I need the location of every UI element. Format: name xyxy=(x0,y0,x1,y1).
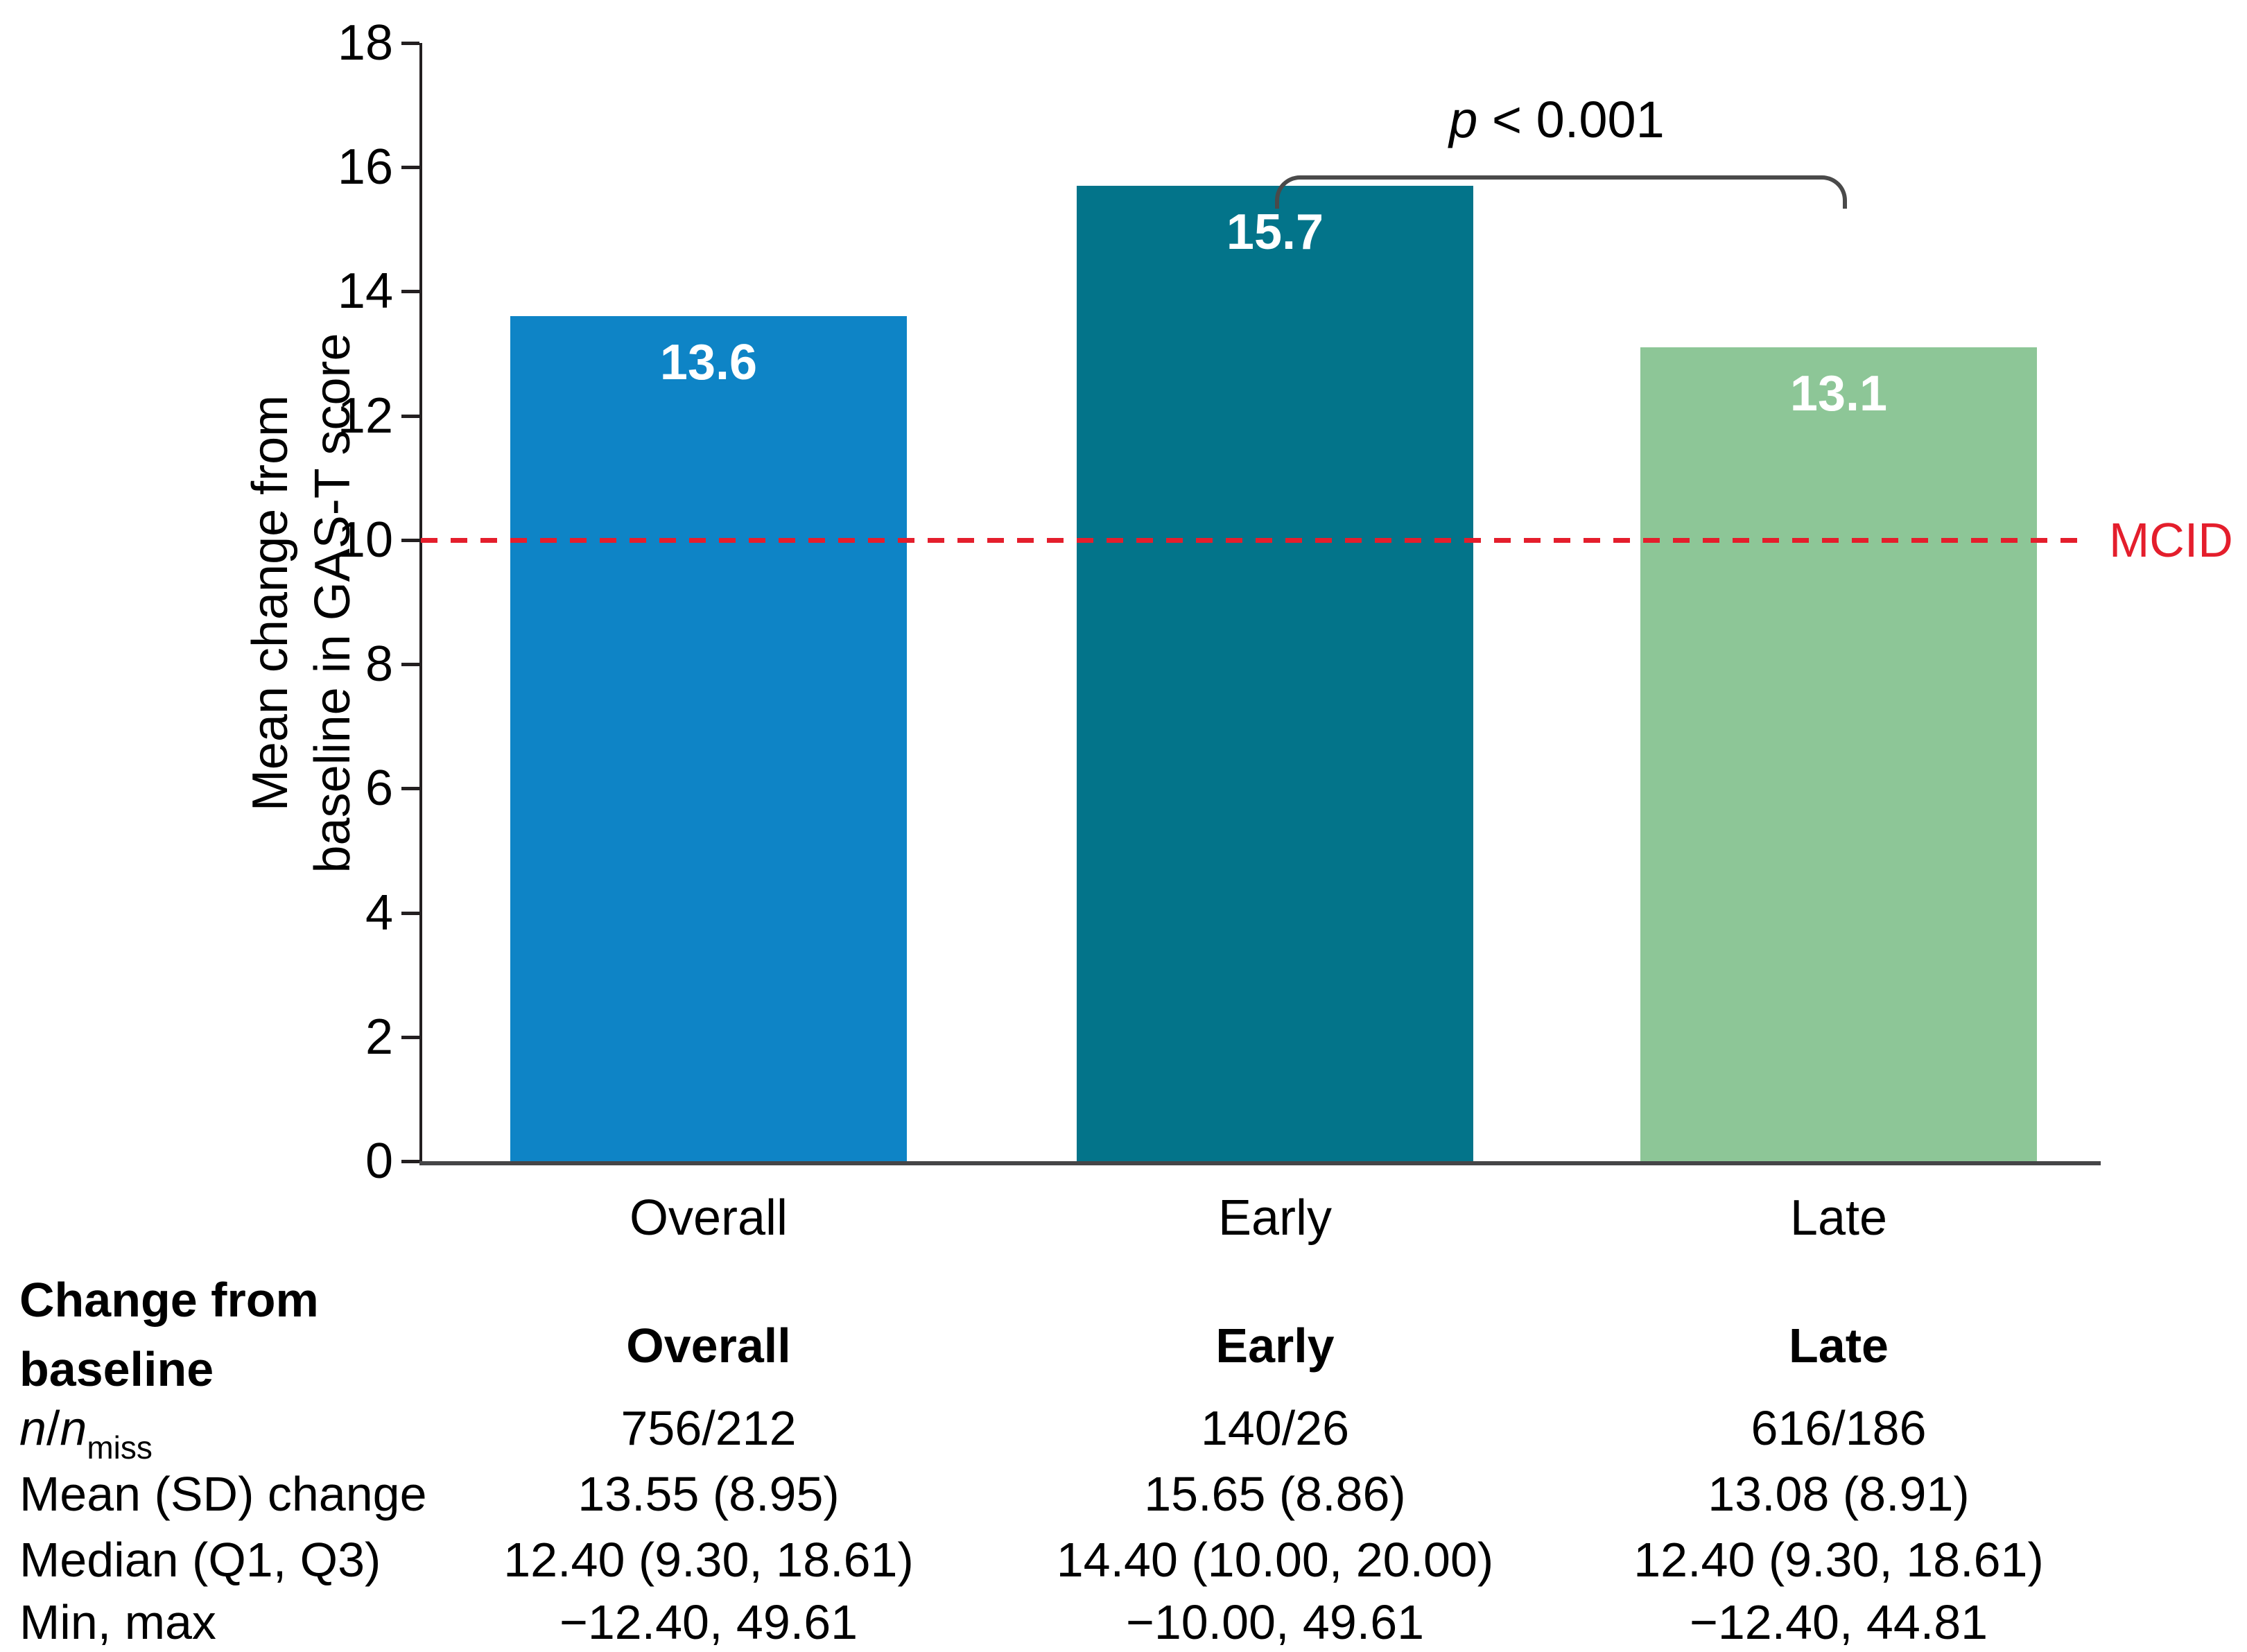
cell-median-early: 14.40 (10.00, 20.00) xyxy=(1056,1533,1494,1587)
cell-nmiss-late: 616/186 xyxy=(1751,1401,1927,1455)
slash: / xyxy=(46,1401,60,1455)
row-label-mean: Mean (SD) change xyxy=(19,1467,427,1521)
cell-nmiss-overall: 756/212 xyxy=(621,1401,797,1455)
y-tick xyxy=(401,414,419,418)
x-axis-label-early: Early xyxy=(1217,1190,1333,1246)
n-symbol: n xyxy=(19,1401,46,1455)
p-value-text: < 0.001 xyxy=(1477,91,1665,148)
column-header-late: Late xyxy=(1789,1319,1889,1373)
y-tick-label: 6 xyxy=(365,760,393,817)
bar-value-label: 13.1 xyxy=(1789,366,1888,422)
cell-median-late: 12.40 (9.30, 18.61) xyxy=(1633,1533,2044,1587)
y-tick xyxy=(401,538,419,542)
x-axis-label-late: Late xyxy=(1789,1190,1888,1246)
y-tick-label: 4 xyxy=(365,885,393,941)
y-tick-label: 10 xyxy=(337,512,393,568)
column-header-early: Early xyxy=(1215,1319,1335,1373)
bar-value-label: 13.6 xyxy=(659,335,758,391)
table-row-nmiss: n/nmiss 756/212 140/26 616/186 xyxy=(0,1397,2247,1463)
table-row-mean: Mean (SD) change 13.55 (8.95) 15.65 (8.8… xyxy=(0,1463,2247,1525)
table-row-header-line2: baseline xyxy=(19,1342,214,1396)
bar-late: 13.1 xyxy=(1640,347,2037,1161)
n-symbol: n xyxy=(60,1401,87,1455)
y-tick xyxy=(401,911,419,915)
cell-mean-early: 15.65 (8.86) xyxy=(1144,1467,1406,1521)
table-header-row-1: Change from xyxy=(0,1269,2247,1331)
y-tick-label: 16 xyxy=(337,139,393,195)
cell-median-overall: 12.40 (9.30, 18.61) xyxy=(503,1533,914,1587)
row-label-median: Median (Q1, Q3) xyxy=(19,1533,381,1587)
y-axis-line xyxy=(419,43,422,1164)
bar-value-label: 15.7 xyxy=(1226,205,1324,261)
y-tick-label: 0 xyxy=(365,1133,393,1189)
y-tick xyxy=(401,290,419,294)
y-tick xyxy=(401,787,419,791)
table-row-header-line1: Change from xyxy=(19,1273,319,1327)
table-row-median: Median (Q1, Q3) 12.40 (9.30, 18.61) 14.4… xyxy=(0,1529,2247,1591)
x-axis-label-overall: Overall xyxy=(629,1190,788,1246)
table-column-headers: Overall Early Late xyxy=(0,1314,2247,1377)
cell-nmiss-early: 140/26 xyxy=(1200,1401,1350,1455)
x-axis-line xyxy=(419,1161,2101,1165)
significance-bracket xyxy=(1275,175,1847,209)
miss-subscript: miss xyxy=(87,1429,153,1466)
row-label-minmax: Min, max xyxy=(19,1595,216,1649)
y-tick xyxy=(401,166,419,170)
table-header-row-2: baseline xyxy=(0,1338,2247,1400)
column-header-overall: Overall xyxy=(626,1319,791,1373)
cell-minmax-early: −10.00, 49.61 xyxy=(1125,1595,1425,1649)
y-tick xyxy=(401,663,419,667)
bar-overall: 13.6 xyxy=(510,316,907,1161)
table-row-minmax: Min, max −12.40, 49.61 −10.00, 49.61 −12… xyxy=(0,1591,2247,1652)
cell-minmax-late: −12.40, 44.81 xyxy=(1689,1595,1988,1649)
cell-minmax-overall: −12.40, 49.61 xyxy=(559,1595,858,1649)
row-label-nmiss: n/nmiss xyxy=(19,1397,630,1463)
y-tick-label: 12 xyxy=(337,388,393,444)
y-tick xyxy=(401,1160,419,1163)
y-tick-label: 2 xyxy=(365,1009,393,1065)
cell-mean-late: 13.08 (8.91) xyxy=(1708,1467,1970,1521)
p-value-label: p < 0.001 xyxy=(1275,89,1839,151)
mcid-reference-line xyxy=(421,537,2085,543)
y-tick-label: 8 xyxy=(365,636,393,693)
p-value-symbol: p xyxy=(1449,91,1478,148)
bar-early: 15.7 xyxy=(1077,186,1473,1161)
y-tick-label: 18 xyxy=(337,15,393,71)
cell-mean-overall: 13.55 (8.95) xyxy=(578,1467,840,1521)
y-tick xyxy=(401,42,419,45)
y-tick-label: 14 xyxy=(337,263,393,320)
mcid-label: MCID xyxy=(2109,512,2233,567)
y-tick xyxy=(401,1035,419,1039)
